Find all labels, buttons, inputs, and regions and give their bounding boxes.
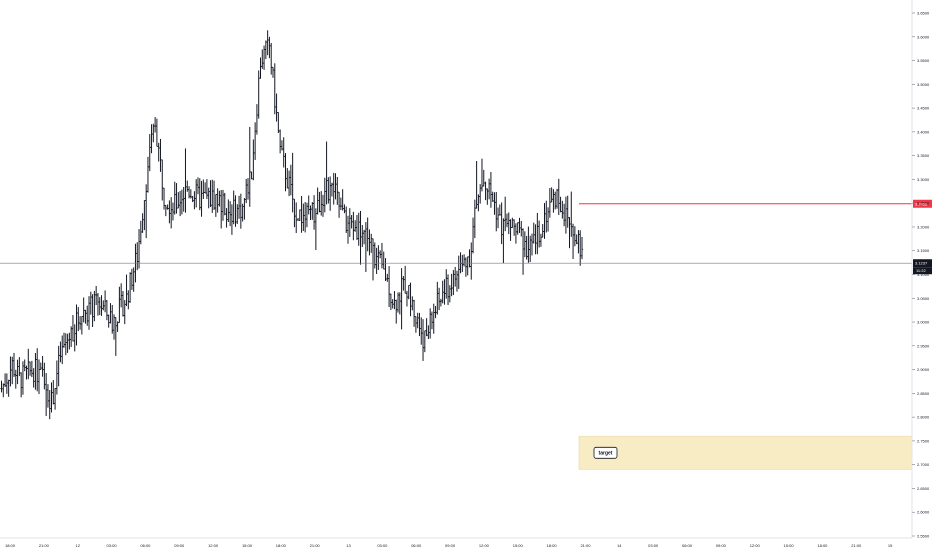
time-tick-label: 15:00 [513,543,524,548]
time-tick-label: 03:00 [107,543,118,548]
current-price-label: 3.1237 [915,261,928,266]
time-tick-label: 12 [75,543,80,548]
price-tick-label: 2.6500 [917,486,930,491]
time-tick-label: 14 [617,543,622,548]
price-tick-label: 3.4000 [917,129,930,134]
price-tick-label: 3.3500 [917,153,930,158]
price-tick-label: 3.1500 [917,248,930,253]
countdown-label: 11:22 [916,268,926,273]
time-tick-label: 18:00 [547,543,558,548]
price-tick-label: 3.0000 [917,320,930,325]
time-tick-label: 21:00 [580,543,591,548]
price-axis[interactable]: 3.6500 3.6000 3.5500 3.5000 3.4500 3.4000 3.35… [911,0,930,539]
target-zone[interactable]: target [578,435,913,470]
price-tick-label: 2.8000 [917,415,930,420]
time-tick-label: 06:00 [140,543,151,548]
price-lines: 3.1237 11:22 3.2488 [0,199,932,275]
time-tick-label: 15:00 [784,543,795,548]
price-tick-label: 3.2500 [917,201,930,206]
target-label: target [599,451,613,457]
time-tick-label: 03:00 [648,543,659,548]
current-price-tag [913,259,932,268]
time-tick-label: 15:00 [242,543,253,548]
time-axis[interactable]: 18:00 21:00 12 03:00 06:00 09:00 12:00 15:00 18:… [0,537,912,548]
time-tick-label: 12:00 [208,543,219,548]
target-label-box[interactable] [593,446,618,459]
time-tick-label: 21:00 [310,543,321,548]
time-tick-label: 09:00 [716,543,727,548]
time-tick-label: 18:00 [276,543,287,548]
price-tick-label: 3.4500 [917,106,930,111]
target-zone-box[interactable] [578,435,913,470]
price-tick-label: 2.7500 [917,438,930,443]
price-tick-label: 2.9500 [917,343,930,348]
ohlc-bar [580,236,584,260]
countdown-tag [913,267,932,275]
price-tick-label: 2.9000 [917,367,930,372]
time-tick-label: 12:00 [750,543,761,548]
alert-price-label: 3.2488 [915,201,928,206]
price-tick-label: 2.6000 [917,510,930,515]
price-tick-label: 3.6500 [917,11,930,16]
price-tick-label: 2.8500 [917,391,930,396]
price-tick-label: 3.0500 [917,296,930,301]
time-tick-label: 21:00 [851,543,862,548]
time-tick-label: 09:00 [445,543,456,548]
alert-price-tag [913,199,932,208]
price-tick-label: 2.7000 [917,462,930,467]
time-tick-label: 18:00 [817,543,828,548]
time-tick-label: 13 [346,543,351,548]
price-tick-label: 2.5500 [917,534,930,539]
price-tick-label: 3.3000 [917,177,930,182]
time-tick-label: 06:00 [682,543,693,548]
time-tick-label: 15 [888,543,893,548]
time-tick-label: 06:00 [411,543,422,548]
price-tick-label: 3.1000 [917,272,930,277]
ohlc-bars [0,30,584,420]
price-tick-label: 3.6000 [917,34,930,39]
price-tick-label: 3.5000 [917,82,930,87]
time-tick-label: 09:00 [174,543,185,548]
price-tick-label: 3.2000 [917,224,930,229]
time-tick-label: 21:00 [39,543,50,548]
time-tick-label: 03:00 [377,543,388,548]
time-tick-label: 18:00 [5,543,16,548]
time-tick-label: 12:00 [479,543,490,548]
price-tick-label: 3.5500 [917,58,930,63]
